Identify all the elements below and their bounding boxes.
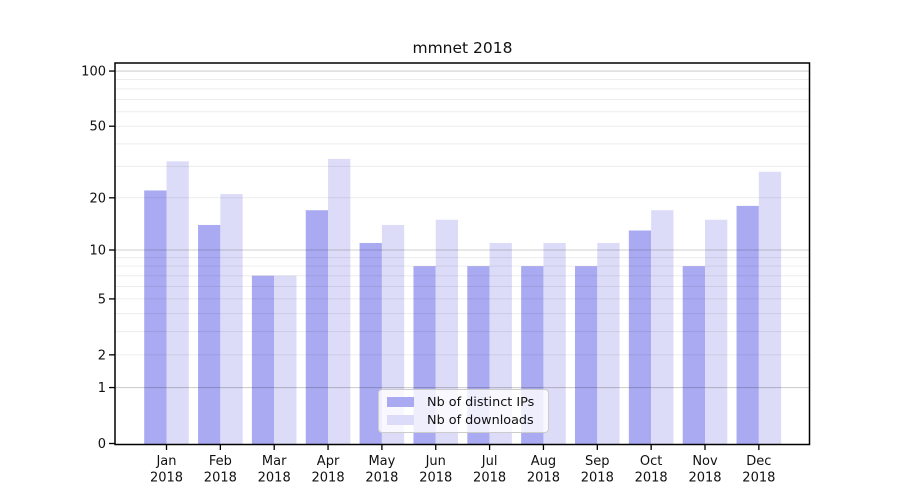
bar-downloads-jun <box>435 219 459 445</box>
x-tick-label-dec: Dec 2018 <box>742 454 775 486</box>
x-tick-label-apr: Apr 2018 <box>312 454 345 486</box>
legend-item-downloads: Nb of downloads <box>387 412 540 428</box>
bar-distinct-ips-nov <box>682 266 705 445</box>
bar-downloads-nov <box>705 219 728 445</box>
bar-distinct-ips-sep <box>575 266 598 445</box>
bar-downloads-jan <box>166 161 189 445</box>
y-tick-label: 5 <box>98 292 106 307</box>
bar-downloads-feb <box>220 194 243 445</box>
y-tick-label: 100 <box>81 65 106 80</box>
y-tick-label: 0 <box>98 437 106 452</box>
legend-label-distinct-ips: Nb of distinct IPs <box>427 394 535 410</box>
bar-distinct-ips-dec <box>736 205 759 445</box>
bar-downloads-apr <box>328 158 351 445</box>
x-tick-label-jun: Jun 2018 <box>419 454 452 486</box>
x-tick-label-oct: Oct 2018 <box>635 454 668 486</box>
x-tick-label-nov: Nov 2018 <box>688 454 721 486</box>
legend-item-distinct-ips: Nb of distinct IPs <box>387 394 540 410</box>
y-tick-label: 10 <box>89 243 106 258</box>
y-tick-label: 1 <box>98 381 106 396</box>
y-tick-label: 20 <box>89 191 106 206</box>
x-tick-label-sep: Sep 2018 <box>581 454 614 486</box>
y-tick-label: 2 <box>98 348 106 363</box>
bar-downloads-oct <box>651 210 674 445</box>
bar-distinct-ips-apr <box>305 210 329 445</box>
x-tick-label-jan: Jan 2018 <box>150 454 183 486</box>
bar-distinct-ips-mar <box>251 275 275 445</box>
bar-distinct-ips-may <box>359 242 382 445</box>
x-tick-label-feb: Feb 2018 <box>204 454 237 486</box>
bar-downloads-mar <box>274 275 297 445</box>
legend-swatch-downloads <box>387 415 414 425</box>
legend: Nb of distinct IPs Nb of downloads <box>378 389 549 433</box>
bar-distinct-ips-feb <box>198 224 221 445</box>
legend-label-downloads: Nb of downloads <box>427 412 534 428</box>
bar-downloads-dec <box>758 171 782 445</box>
x-tick-label-mar: Mar 2018 <box>258 454 291 486</box>
x-tick-label-may: May 2018 <box>365 454 398 486</box>
bar-downloads-sep <box>597 242 620 445</box>
bar-distinct-ips-oct <box>628 230 652 445</box>
bar-downloads-aug <box>543 242 566 445</box>
chart-title: mmnet 2018 <box>412 39 513 57</box>
legend-swatch-distinct-ips <box>387 397 414 407</box>
x-tick-label-aug: Aug 2018 <box>527 454 560 486</box>
y-tick-label: 50 <box>89 120 106 135</box>
bar-distinct-ips-jan <box>144 190 167 445</box>
x-tick-label-jul: Jul 2018 <box>473 454 506 486</box>
axes-frame <box>114 62 811 446</box>
